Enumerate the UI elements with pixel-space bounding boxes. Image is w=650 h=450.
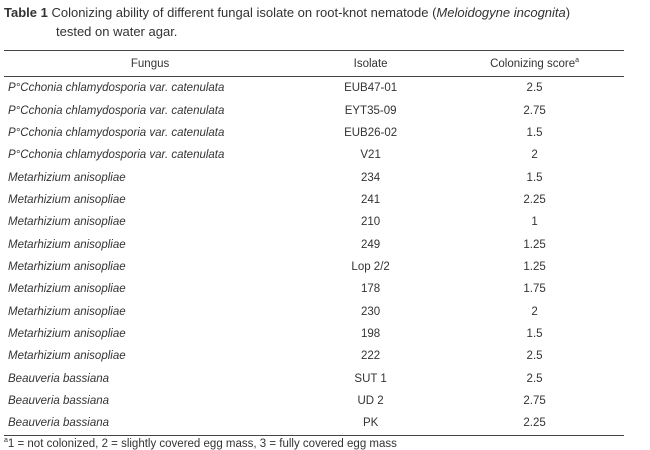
cell-fungus: Metarhizium anisopliae (8, 193, 126, 206)
cell-score: 1.25 (523, 238, 546, 251)
cell-fungus: Beauveria bassiana (8, 394, 110, 407)
cell-isolate: PK (296, 412, 446, 436)
header-isolate: Isolate (296, 50, 446, 77)
cell-fungus: Metarhizium anisopliae (8, 283, 126, 296)
table-row: P°Cchonia chlamydosporia var. catenulata… (4, 77, 624, 100)
cell-isolate: EYT35-09 (344, 104, 397, 117)
cell-isolate: 234 (361, 171, 381, 184)
cell-score: 1.25 (523, 260, 546, 273)
cell-fungus: Metarhizium anisopliae (8, 260, 126, 273)
cell-fungus: Metarhizium anisopliae (8, 305, 126, 318)
cell-score: 1.5 (526, 327, 543, 340)
table-row: Metarhizium anisopliae 222 2.5 (4, 345, 624, 367)
cell-isolate: Lop 2/2 (351, 260, 390, 273)
cell-fungus: P°Cchonia chlamydosporia var. catenulata (8, 82, 225, 95)
cell-fungus: P°Cchonia chlamydosporia var. catenulata (8, 149, 225, 162)
cell-isolate: V21 (360, 149, 381, 162)
table-row: Beauveria bassiana SUT 1 2.5 (4, 367, 624, 389)
cell-score: 1 (531, 216, 538, 229)
cell-fungus: Metarhizium anisopliae (8, 238, 126, 251)
table-row: P°Cchonia chlamydosporia var. catenulata… (4, 99, 624, 121)
cell-score: 2.75 (523, 104, 546, 117)
table-caption: Table 1 Colonizing ability of different … (4, 3, 644, 41)
table-row: Metarhizium anisopliae 178 1.75 (4, 278, 624, 300)
table-row: Metarhizium anisopliae 230 2 (4, 300, 624, 322)
cell-isolate: 178 (361, 283, 381, 296)
cell-fungus: Metarhizium anisopliae (8, 327, 126, 340)
caption-text-end: ) (565, 5, 571, 20)
header-score-text: Colonizing score (490, 57, 576, 70)
table-row: Metarhizium anisopliae 249 1.25 (4, 233, 624, 255)
table-footnote: a1 = not colonized, 2 = slightly covered… (4, 437, 397, 450)
cell-score: 2.5 (526, 372, 543, 385)
table-row: Beauveria bassiana UD 2 2.75 (4, 390, 624, 412)
caption-line-2: tested on water agar. (56, 24, 178, 39)
cell-isolate: EUB47-01 (344, 82, 398, 95)
cell-isolate: UD 2 (357, 394, 384, 407)
table-row: Beauveria bassiana PK 2.25 (4, 412, 624, 436)
table-row: Metarhizium anisopliae Lop 2/2 1.25 (4, 256, 624, 278)
table-header-row: Fungus Isolate Colonizing scorea (4, 50, 624, 77)
cell-isolate: 210 (361, 216, 381, 229)
cell-isolate: EUB26-02 (344, 126, 398, 139)
cell-score: 2 (531, 305, 538, 318)
cell-fungus: P°Cchonia chlamydosporia var. catenulata (8, 126, 225, 139)
cell-isolate: SUT 1 (354, 372, 387, 385)
caption-species: Meloidogyne incognita (436, 5, 566, 20)
cell-score: 2.5 (526, 350, 543, 363)
table-label: Table 1 (4, 5, 48, 20)
cell-fungus: Beauveria bassiana (4, 412, 297, 436)
cell-score: 2.75 (523, 394, 546, 407)
cell-score: 2.5 (526, 82, 543, 95)
header-score-sup: a (575, 56, 580, 64)
cell-isolate: 198 (361, 327, 381, 340)
cell-isolate: 241 (361, 193, 381, 206)
cell-isolate: 230 (361, 305, 381, 318)
table-body: P°Cchonia chlamydosporia var. catenulata… (4, 77, 624, 436)
table-row: Metarhizium anisopliae 241 2.25 (4, 189, 624, 211)
cell-fungus: Metarhizium anisopliae (8, 216, 126, 229)
colonizing-table: Fungus Isolate Colonizing scorea P°Cchon… (4, 50, 624, 436)
footnote-sup: a (4, 437, 8, 445)
table-row: P°Cchonia chlamydosporia var. catenulata… (4, 144, 624, 166)
header-fungus: Fungus (4, 50, 297, 77)
cell-fungus: Metarhizium anisopliae (8, 171, 126, 184)
cell-score: 2 (531, 149, 538, 162)
table-row: P°Cchonia chlamydosporia var. catenulata… (4, 122, 624, 144)
cell-fungus: Beauveria bassiana (8, 372, 110, 385)
table-row: Metarhizium anisopliae 210 1 (4, 211, 624, 233)
cell-isolate: 222 (361, 350, 381, 363)
cell-isolate: 249 (361, 238, 381, 251)
cell-score: 2.25 (445, 412, 624, 436)
table-row: Metarhizium anisopliae 198 1.5 (4, 323, 624, 345)
cell-score: 1.5 (526, 171, 543, 184)
cell-score: 2.25 (523, 193, 546, 206)
caption-text: Colonizing ability of different fungal i… (51, 5, 437, 20)
cell-fungus: Metarhizium anisopliae (8, 350, 126, 363)
cell-score: 1.75 (523, 283, 546, 296)
table-row: Metarhizium anisopliae 234 1.5 (4, 166, 624, 188)
header-score: Colonizing scorea (445, 50, 624, 77)
cell-fungus: P°Cchonia chlamydosporia var. catenulata (8, 104, 225, 117)
cell-score: 1.5 (526, 126, 543, 139)
footnote-text: 1 = not colonized, 2 = slightly covered … (7, 438, 397, 450)
caption-line-1: Table 1 Colonizing ability of different … (4, 3, 644, 22)
